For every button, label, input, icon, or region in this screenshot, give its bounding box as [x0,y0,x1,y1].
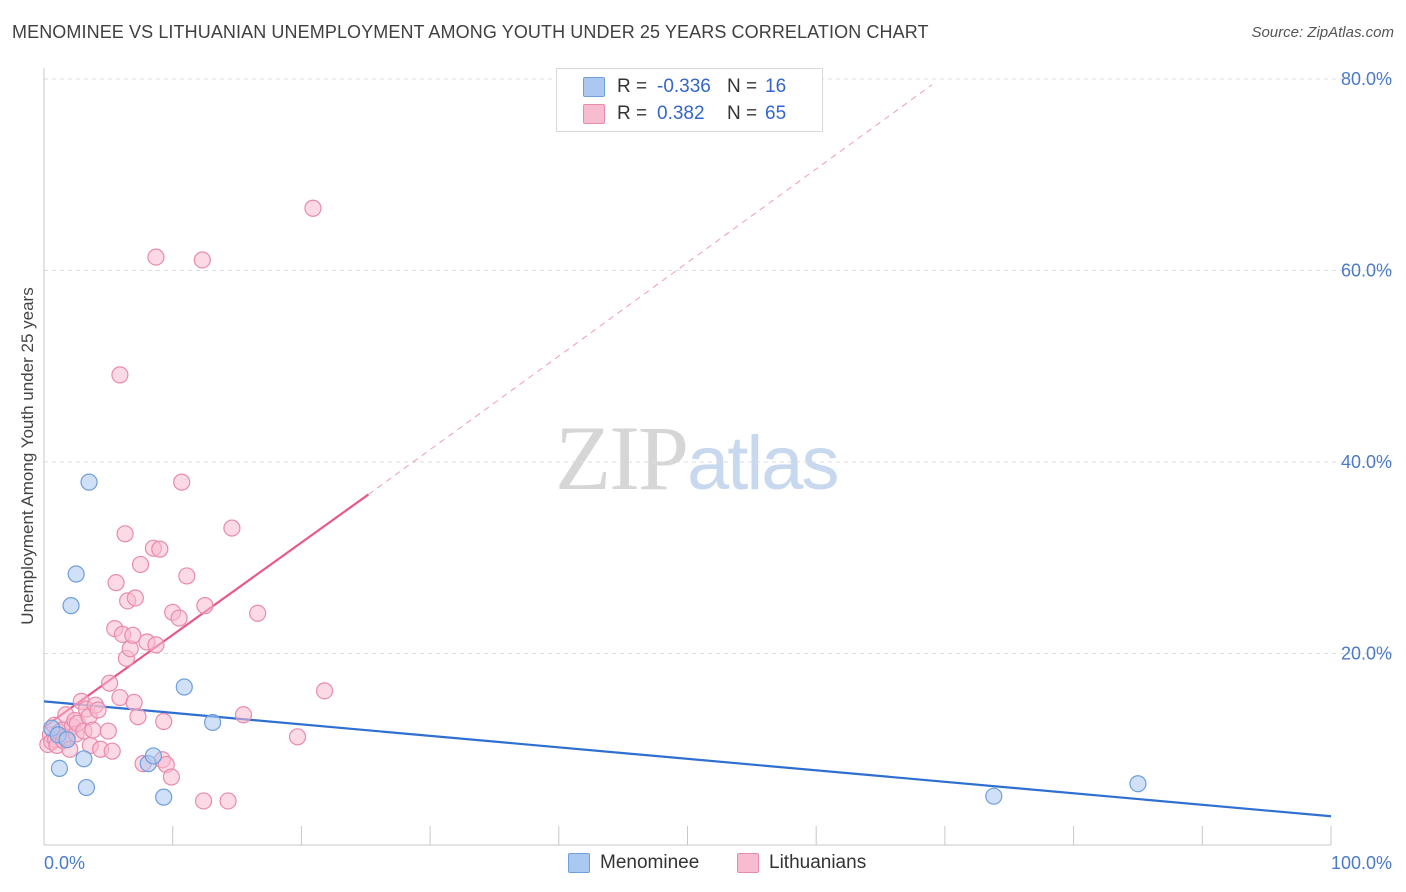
trend-lines [43,84,1332,818]
menominee-swatch [583,77,605,97]
lithuanian-point [126,589,144,607]
menominee-point [75,750,93,768]
lithuanian-point [107,574,125,592]
menominee-point [1129,775,1147,793]
menominee-point [80,473,98,491]
source-label: Source: ZipAtlas.com [1251,24,1394,41]
lithuanian-point [155,712,173,731]
r-value: 0.382 [657,103,705,124]
menominee-swatch [568,853,590,873]
watermark: ZIPatlas [555,405,840,511]
lithuanian-point [170,609,188,627]
r-label: R = [617,76,648,97]
lithuanian-point [111,366,129,384]
lithuanian-point [131,555,150,574]
menominee-point [985,787,1003,805]
lithuanian-point [125,693,143,711]
menominee-point [144,747,162,765]
lithuanian-point [89,701,107,719]
n-value: 16 [765,76,787,97]
menominee-point [50,759,69,778]
lithuanian-point [84,721,102,739]
lithuanians-swatch [737,853,759,873]
y-tick-label: 40.0% [1341,452,1392,472]
menominee-point [62,597,80,615]
lithuanian-point [194,792,213,810]
axes [43,68,1332,846]
lithuanian-point [151,540,169,558]
legend-row-menominee: R = -0.336 N = 16 [583,75,786,99]
legend-item-lithuanians[interactable]: Lithuanians [737,852,866,874]
n-label: N = [727,76,758,97]
lithuanian-point [129,708,147,726]
lithuanian-point [178,567,196,585]
lithuanian-trend-extension [368,84,933,495]
watermark-zip: ZIP [555,407,689,509]
series-legend: Menominee Lithuanians [0,852,1406,878]
menominee-point [175,678,193,696]
menominee-point [77,778,96,797]
chart-title: MENOMINEE VS LITHUANIAN UNEMPLOYMENT AMO… [12,22,929,42]
lithuanian-point [315,682,334,700]
watermark-atlas: atlas [687,421,840,506]
lithuanians-swatch [583,104,605,124]
lithuanian-point [147,248,165,266]
grid-lines [44,78,1392,654]
tick-labels: 20.0% 40.0% 60.0% 80.0% 0.0% 100.0% [44,69,1392,873]
lithuanian-point [196,597,214,615]
menominee-point [203,713,222,732]
menominee-point [155,788,173,806]
lithuanian-point [173,473,191,491]
menominee-trend-line [43,700,1332,818]
legend-label: Menominee [600,852,700,873]
y-tick-label: 60.0% [1341,261,1392,281]
menominee-point [67,565,85,583]
lithuanian-point [116,525,134,543]
x-tick-label: 100.0% [1331,853,1392,873]
lithuanian-point [304,199,322,217]
r-value: -0.336 [657,76,711,97]
lithuanian-point [234,706,253,724]
y-tick-label: 20.0% [1341,644,1392,664]
data-points [39,199,1147,810]
lithuanian-point [223,519,241,537]
correlation-legend: R = -0.336 N = 16 R = 0.382 N = 65 [556,68,823,132]
lithuanian-point [249,604,267,622]
lithuanian-point [124,626,142,644]
lithuanian-point [99,722,117,740]
y-tick-label: 80.0% [1341,69,1392,89]
legend-row-lithuanians: R = 0.382 N = 65 [583,102,786,126]
lithuanian-point [162,768,181,786]
lithuanian-point [193,251,211,269]
lithuanian-point [288,728,307,746]
n-label: N = [727,103,758,124]
menominee-point [58,731,76,749]
r-label: R = [617,103,648,124]
lithuanian-point [219,792,237,810]
x-tick-label: 0.0% [44,853,85,873]
lithuanian-point [101,674,119,692]
legend-label: Lithuanians [769,852,867,873]
lithuanian-point [147,636,165,654]
n-value: 65 [765,103,787,124]
legend-item-menominee[interactable]: Menominee [568,852,699,874]
lithuanian-point [103,742,121,760]
